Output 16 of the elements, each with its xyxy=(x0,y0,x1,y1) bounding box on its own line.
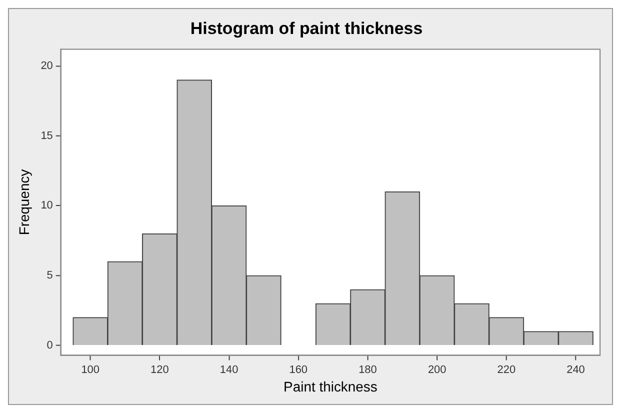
x-axis-title: Paint thickness xyxy=(284,378,378,395)
y-axis-title: Frequency xyxy=(16,169,32,236)
y-tick-label: 20 xyxy=(40,60,53,72)
y-tick-label: 15 xyxy=(40,130,53,142)
x-tick-label: 240 xyxy=(566,364,585,376)
x-tick-label: 160 xyxy=(289,364,308,376)
x-tick-label: 220 xyxy=(497,364,516,376)
x-tick-label: 180 xyxy=(358,364,377,376)
x-tick-label: 200 xyxy=(428,364,446,376)
y-tick-label: 10 xyxy=(40,200,53,212)
y-tick-label: 5 xyxy=(46,270,53,282)
x-tick-label: 120 xyxy=(150,364,169,376)
y-tick-label: 0 xyxy=(46,339,53,352)
x-tick-label: 140 xyxy=(220,364,238,376)
chart-title: Histogram of paint thickness xyxy=(190,18,423,38)
x-tick-label: 100 xyxy=(81,364,100,376)
